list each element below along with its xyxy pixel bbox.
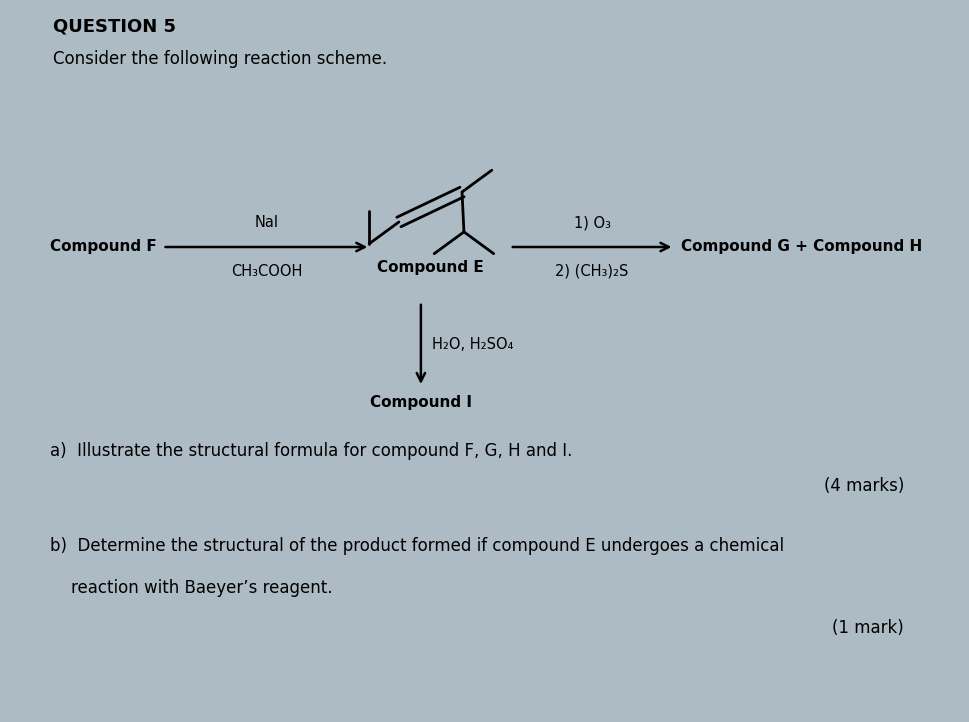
Text: H₂O, H₂SO₄: H₂O, H₂SO₄ [432, 337, 514, 352]
Text: CH₃COOH: CH₃COOH [231, 264, 302, 279]
Text: Consider the following reaction scheme.: Consider the following reaction scheme. [52, 50, 387, 68]
Text: Compound G + Compound H: Compound G + Compound H [681, 240, 922, 254]
Text: Compound E: Compound E [377, 260, 484, 275]
Text: Compound I: Compound I [370, 395, 472, 410]
Text: reaction with Baeyer’s reagent.: reaction with Baeyer’s reagent. [49, 579, 332, 597]
Text: a)  Illustrate the structural formula for compound F, G, H and I.: a) Illustrate the structural formula for… [49, 442, 572, 460]
Text: NaI: NaI [254, 215, 278, 230]
Text: 1) O₃: 1) O₃ [574, 215, 610, 230]
Text: (1 mark): (1 mark) [832, 619, 904, 637]
Text: (4 marks): (4 marks) [824, 477, 904, 495]
Text: 2) (CH₃)₂S: 2) (CH₃)₂S [555, 264, 629, 279]
Text: QUESTION 5: QUESTION 5 [52, 17, 175, 35]
Text: b)  Determine the structural of the product formed if compound E undergoes a che: b) Determine the structural of the produ… [49, 537, 784, 555]
Text: Compound F: Compound F [49, 240, 156, 254]
